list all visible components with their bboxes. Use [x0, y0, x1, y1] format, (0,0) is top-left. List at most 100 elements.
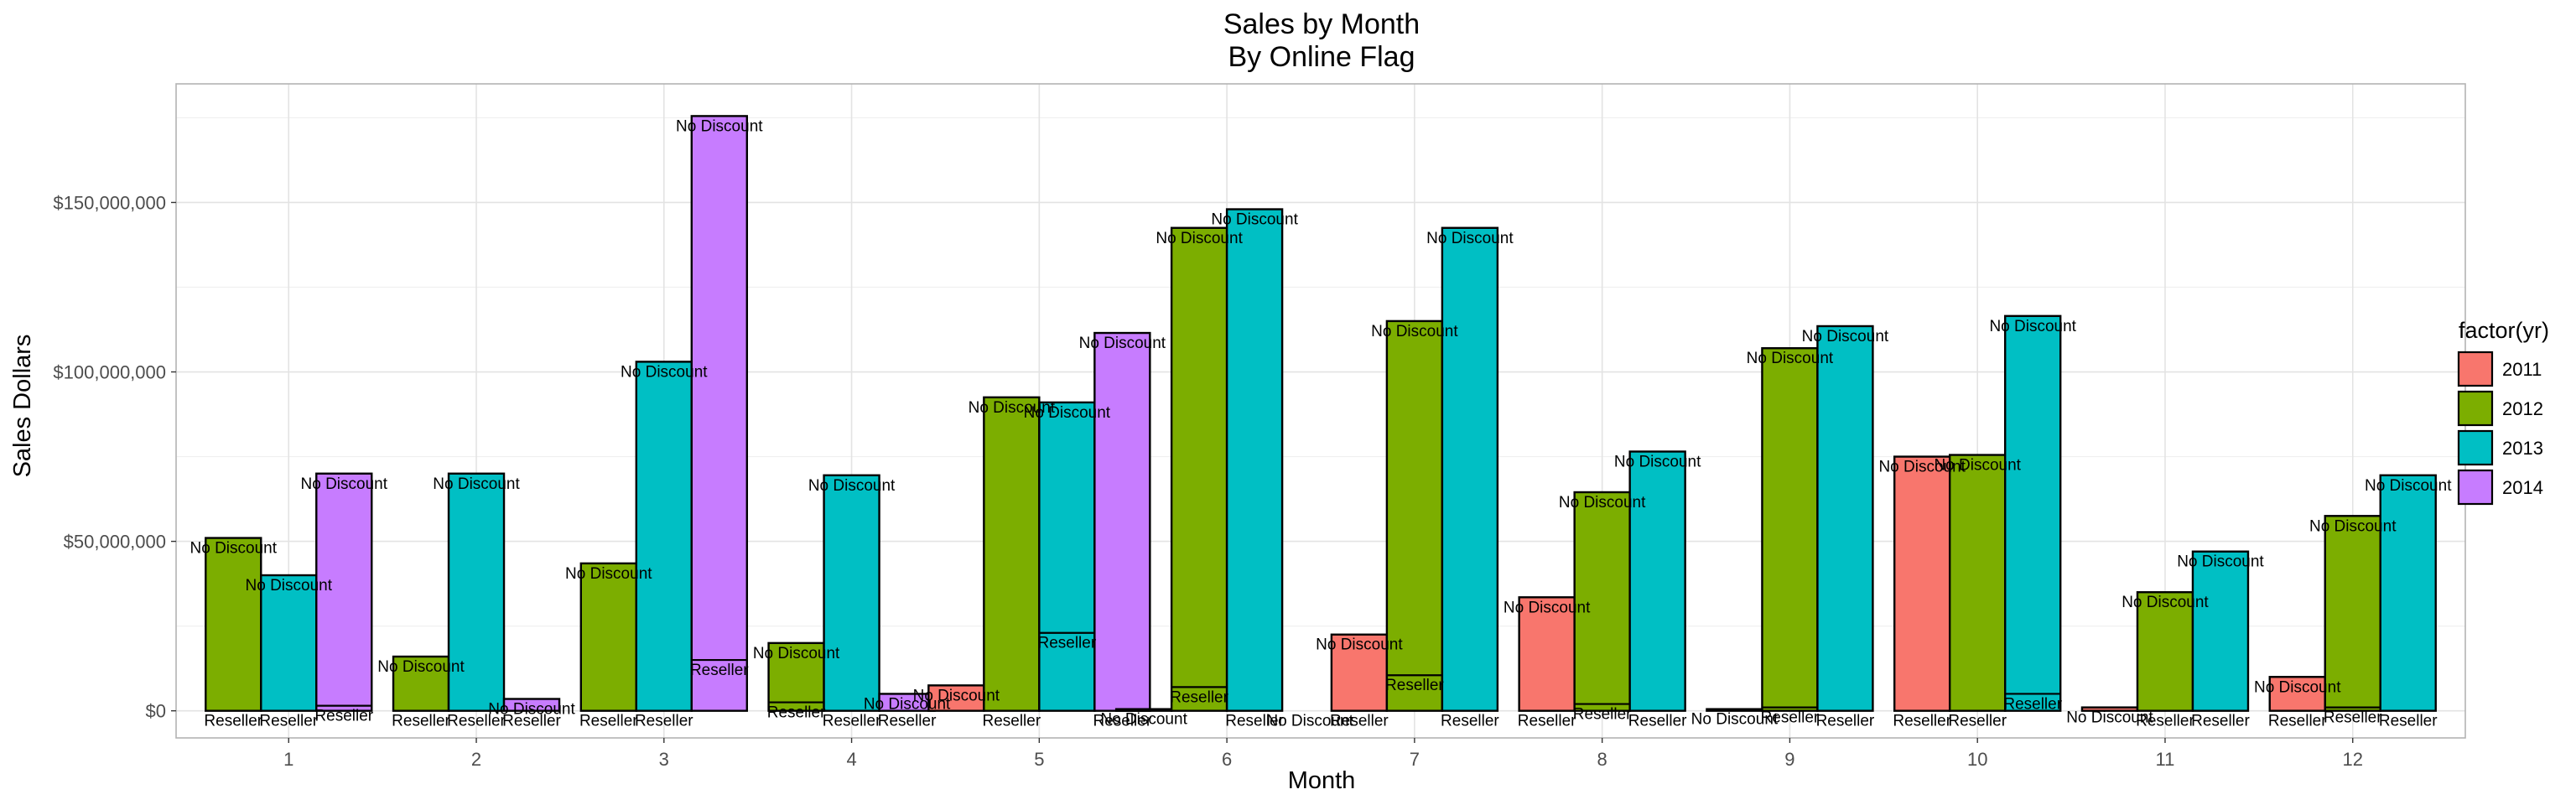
- bar-label-top: No Discount: [2066, 709, 2153, 727]
- bar-label-top: No Discount: [676, 117, 763, 135]
- bar-label-bottom: Reseller: [1816, 713, 1875, 730]
- bar: [1225, 208, 1284, 712]
- bar: [2268, 676, 2326, 712]
- bar-label-bottom: Reseller: [502, 713, 561, 730]
- bar-label-top: No Discount: [1802, 328, 1889, 345]
- bar: [1816, 325, 1874, 712]
- x-tick-label: 1: [283, 749, 293, 770]
- legend-label: 2012: [2502, 398, 2543, 419]
- legend-label: 2011: [2502, 359, 2542, 380]
- chart-title: Sales by Month: [1223, 8, 1420, 40]
- bar-label-top: No Discount: [2177, 553, 2264, 571]
- bar-label-top: No Discount: [1614, 453, 1701, 470]
- bar-label-top: No Discount: [969, 399, 1056, 417]
- bar-label-bottom: Reseller: [259, 713, 318, 730]
- bar: [1948, 454, 2007, 712]
- bar-label-bottom: Reseller: [1761, 709, 1820, 727]
- bar-label-top: No Discount: [301, 475, 388, 493]
- bar-label-top: No Discount: [1934, 457, 2021, 475]
- bar-label-bottom: Reseller: [314, 708, 373, 725]
- bar: [2379, 474, 2437, 712]
- x-tick-label: 4: [846, 749, 856, 770]
- bar: [447, 472, 506, 712]
- legend-key: [2457, 429, 2494, 466]
- bar-label-bottom: Reseller: [1573, 706, 1632, 724]
- bar: [1170, 226, 1228, 712]
- bar-label-bottom: Reseller: [2191, 713, 2250, 730]
- x-tick-label: 10: [1967, 749, 1987, 770]
- bar-label-top: No Discount: [913, 687, 1000, 704]
- bar-label-bottom: Reseller: [1441, 713, 1499, 730]
- bar-label-top: No Discount: [433, 475, 520, 493]
- bar-label-bottom: Reseller: [1948, 713, 2007, 730]
- bar-label-top: No Discount: [2309, 517, 2397, 535]
- bar-label-bottom: Reseller: [982, 713, 1041, 730]
- bar: [1093, 331, 1151, 712]
- bar-label-bottom: Reseller: [1893, 713, 1951, 730]
- bar-label-bottom: Reseller: [447, 713, 506, 730]
- bar: [1385, 319, 1444, 712]
- bar: [1761, 347, 1819, 712]
- x-tick-label: 3: [659, 749, 669, 770]
- bar: [315, 472, 373, 712]
- bar-label-top: No Discount: [1371, 323, 1458, 340]
- bar-label-bottom: Reseller: [1628, 713, 1687, 730]
- bar: [2003, 314, 2062, 712]
- bar-label-bottom: Reseller: [1037, 635, 1096, 652]
- x-axis-title: Month: [1288, 767, 1356, 794]
- bar-label-bottom: Reseller: [635, 713, 693, 730]
- y-axis-title: Sales Dollars: [9, 335, 36, 478]
- legend-key: [2457, 390, 2494, 427]
- legend: factor(yr) 2011 2012 2013 2014: [2457, 318, 2549, 506]
- x-axis: 1 2 3 4 5 6 7 8 9 10 11 12: [283, 738, 2363, 770]
- bar-label-bottom: Reseller: [1330, 713, 1389, 730]
- bar-label-top: No Discount: [1211, 211, 1298, 229]
- bar-label-top: No Discount: [190, 540, 278, 558]
- bar-label-top: No Discount: [1989, 318, 2076, 335]
- x-tick-label: 9: [1784, 749, 1794, 770]
- x-tick-label: 8: [1597, 749, 1607, 770]
- bar-label-bottom: Reseller: [2268, 713, 2327, 730]
- bar-label-bottom: Reseller: [392, 713, 450, 730]
- bar-label-bottom: Reseller: [579, 713, 638, 730]
- bar: [927, 684, 985, 712]
- bar: [2136, 591, 2194, 712]
- bar-label-top: No Discount: [621, 363, 708, 381]
- bar-label-top: No Discount: [1316, 636, 1403, 654]
- bar: [260, 574, 318, 712]
- x-tick-label: 11: [2156, 749, 2175, 770]
- bar-label-top: No Discount: [1559, 494, 1646, 512]
- bar-label-top: No Discount: [246, 577, 333, 595]
- bar-label-top: No Discount: [1504, 599, 1591, 616]
- bar-label-bottom: Reseller: [2003, 695, 2062, 713]
- x-tick-label: 12: [2342, 749, 2362, 770]
- bar-label-top: No Discount: [1747, 350, 1834, 367]
- bar-label-top: No Discount: [864, 695, 951, 713]
- x-tick-label: 2: [471, 749, 481, 770]
- bar-label-top: No Discount: [808, 477, 896, 495]
- bar-label-top: No Discount: [1878, 459, 1966, 476]
- bar-label-top: No Discount: [1079, 335, 1166, 352]
- bar: [579, 562, 638, 712]
- bar-label-top: No Discount: [1691, 711, 1779, 729]
- bar-label-bottom: Reseller: [767, 704, 826, 722]
- bar: [823, 474, 880, 712]
- legend-label: 2014: [2502, 477, 2543, 498]
- y-tick-label: $50,000,000: [64, 532, 166, 553]
- bar-label-bottom: Reseller: [204, 713, 262, 730]
- bar-label-top: No Discount: [753, 645, 840, 662]
- x-tick-label: 5: [1034, 749, 1044, 770]
- y-tick-label: $0: [146, 701, 166, 722]
- bars: [175, 83, 2466, 739]
- legend-label: 2013: [2502, 438, 2543, 459]
- bar-label-bottom: Reseller: [1385, 677, 1444, 694]
- bar: [983, 396, 1041, 712]
- bar: [1893, 455, 1951, 712]
- bar-label-top: No Discount: [565, 565, 652, 583]
- bar-label-top: No Discount: [2365, 477, 2452, 495]
- bar-label-top: No Discount: [1156, 230, 1243, 247]
- bar-label-top: No Discount: [1426, 230, 1514, 247]
- plot-panel: [176, 84, 2465, 738]
- bar-label-top: No Discount: [488, 701, 575, 719]
